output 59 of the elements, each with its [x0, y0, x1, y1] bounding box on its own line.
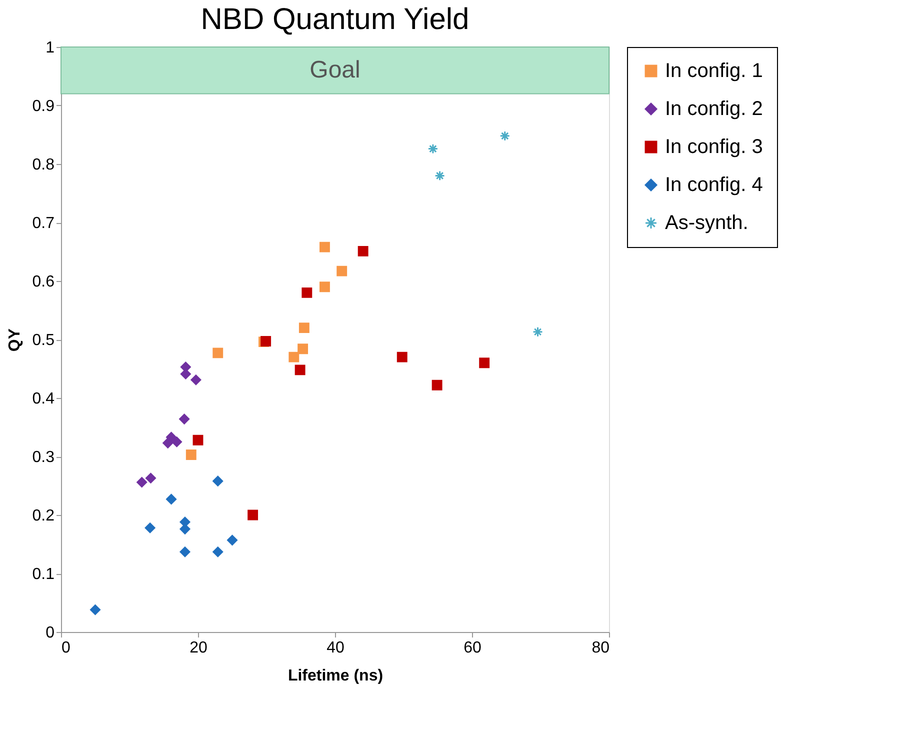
point	[298, 322, 310, 334]
point	[144, 522, 156, 534]
point	[212, 476, 224, 486]
legend-label: As-synth.	[665, 212, 748, 234]
y-tick-label: 0.8	[32, 156, 55, 174]
x-tick-label: 40	[326, 640, 344, 656]
point	[432, 380, 442, 390]
point	[396, 352, 408, 362]
point	[212, 348, 224, 358]
x-tick-label: 0	[62, 640, 70, 656]
point	[186, 450, 196, 460]
y-tick-label: 0	[46, 624, 55, 642]
point	[358, 246, 368, 256]
y-tick-label: 0.1	[32, 566, 55, 583]
y-tick-label: 0.4	[32, 390, 55, 408]
point	[227, 534, 238, 546]
point	[179, 414, 190, 424]
point	[192, 434, 204, 446]
point	[180, 546, 190, 558]
point	[190, 374, 202, 386]
chart-title: NBD Quantum Yield	[200, 3, 470, 36]
point	[532, 326, 543, 338]
point	[298, 344, 308, 354]
point	[260, 336, 272, 346]
y-axis-title: QY	[6, 328, 24, 352]
legend-label: In config. 2	[665, 98, 763, 120]
point	[320, 242, 330, 252]
band-label: Goal	[310, 56, 360, 84]
point	[302, 287, 312, 298]
legend-label: In config. 3	[665, 136, 763, 158]
x-tick-label: 60	[464, 640, 482, 656]
y-tick-label: 0.5	[32, 332, 55, 349]
point	[136, 477, 148, 488]
y-tick-label: 1	[46, 40, 55, 56]
point	[288, 352, 300, 362]
point	[172, 436, 182, 448]
legend-label: In config. 4	[665, 174, 763, 196]
point	[428, 144, 438, 154]
point	[146, 472, 156, 484]
x-tick-label: 20	[190, 640, 208, 656]
y-tick-label: 0.9	[32, 98, 55, 115]
point	[434, 170, 446, 181]
point	[248, 510, 258, 520]
point	[162, 438, 174, 448]
point	[90, 604, 100, 615]
y-tick-label: 0.2	[32, 508, 55, 524]
legend-label: In config. 1	[665, 60, 763, 82]
y-tick-label: 0.6	[32, 274, 55, 290]
point	[320, 282, 330, 292]
point	[500, 130, 510, 142]
x-axis-title: Lifetime (ns)	[288, 668, 384, 684]
point	[212, 546, 224, 558]
y-tick-label: 0.7	[32, 215, 55, 232]
point	[166, 494, 177, 504]
x-tick-label: 80	[592, 640, 610, 656]
point	[294, 364, 306, 376]
y-tick-label: 0.3	[32, 449, 55, 466]
point	[336, 266, 348, 276]
point	[479, 358, 490, 368]
